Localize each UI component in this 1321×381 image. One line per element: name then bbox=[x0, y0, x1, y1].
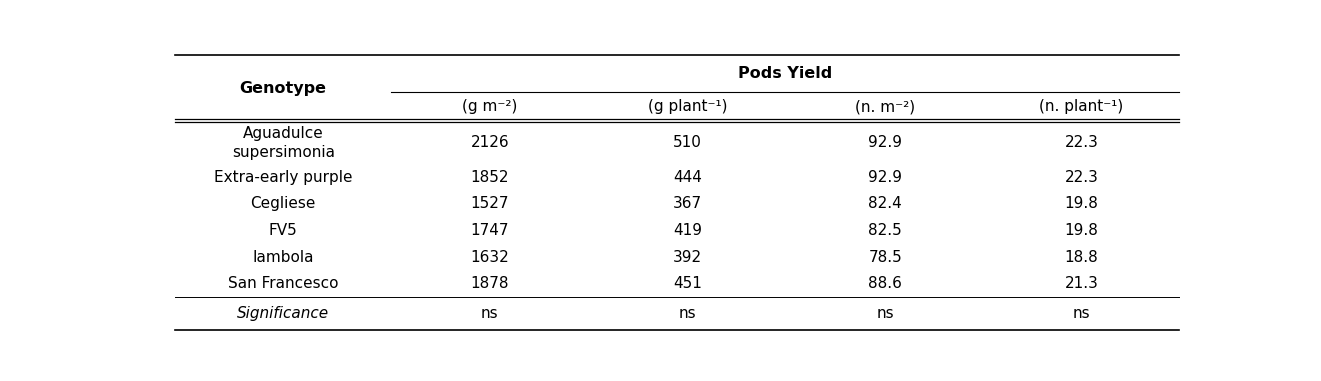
Text: ns: ns bbox=[481, 306, 499, 321]
Text: 1747: 1747 bbox=[470, 223, 509, 238]
Text: 444: 444 bbox=[674, 170, 701, 184]
Text: Genotype: Genotype bbox=[239, 81, 326, 96]
Text: 22.3: 22.3 bbox=[1065, 135, 1098, 150]
Text: 19.8: 19.8 bbox=[1065, 196, 1098, 211]
Text: 1878: 1878 bbox=[470, 276, 509, 291]
Text: 18.8: 18.8 bbox=[1065, 250, 1098, 265]
Text: 78.5: 78.5 bbox=[868, 250, 902, 265]
Text: 92.9: 92.9 bbox=[868, 135, 902, 150]
Text: 392: 392 bbox=[672, 250, 701, 265]
Text: (n. plant⁻¹): (n. plant⁻¹) bbox=[1040, 99, 1123, 114]
Text: Aguadulce
supersimonia: Aguadulce supersimonia bbox=[231, 126, 334, 160]
Text: 88.6: 88.6 bbox=[868, 276, 902, 291]
Text: 82.5: 82.5 bbox=[868, 223, 902, 238]
Text: Pods Yield: Pods Yield bbox=[737, 66, 832, 81]
Text: ns: ns bbox=[679, 306, 696, 321]
Text: 82.4: 82.4 bbox=[868, 196, 902, 211]
Text: 2126: 2126 bbox=[470, 135, 509, 150]
Text: 1852: 1852 bbox=[470, 170, 509, 184]
Text: Iambola: Iambola bbox=[252, 250, 314, 265]
Text: (n. m⁻²): (n. m⁻²) bbox=[855, 99, 915, 114]
Text: 1527: 1527 bbox=[470, 196, 509, 211]
Text: 419: 419 bbox=[672, 223, 701, 238]
Text: 367: 367 bbox=[672, 196, 701, 211]
Text: 1632: 1632 bbox=[470, 250, 510, 265]
Text: (g m⁻²): (g m⁻²) bbox=[462, 99, 518, 114]
Text: 451: 451 bbox=[674, 276, 701, 291]
Text: FV5: FV5 bbox=[269, 223, 297, 238]
Text: 19.8: 19.8 bbox=[1065, 223, 1098, 238]
Text: Cegliese: Cegliese bbox=[251, 196, 316, 211]
Text: 510: 510 bbox=[674, 135, 701, 150]
Text: Significance: Significance bbox=[238, 306, 329, 321]
Text: ns: ns bbox=[876, 306, 894, 321]
Text: Extra-early purple: Extra-early purple bbox=[214, 170, 353, 184]
Text: ns: ns bbox=[1073, 306, 1090, 321]
Text: 21.3: 21.3 bbox=[1065, 276, 1098, 291]
Text: 22.3: 22.3 bbox=[1065, 170, 1098, 184]
Text: (g plant⁻¹): (g plant⁻¹) bbox=[647, 99, 728, 114]
Text: 92.9: 92.9 bbox=[868, 170, 902, 184]
Text: San Francesco: San Francesco bbox=[229, 276, 338, 291]
